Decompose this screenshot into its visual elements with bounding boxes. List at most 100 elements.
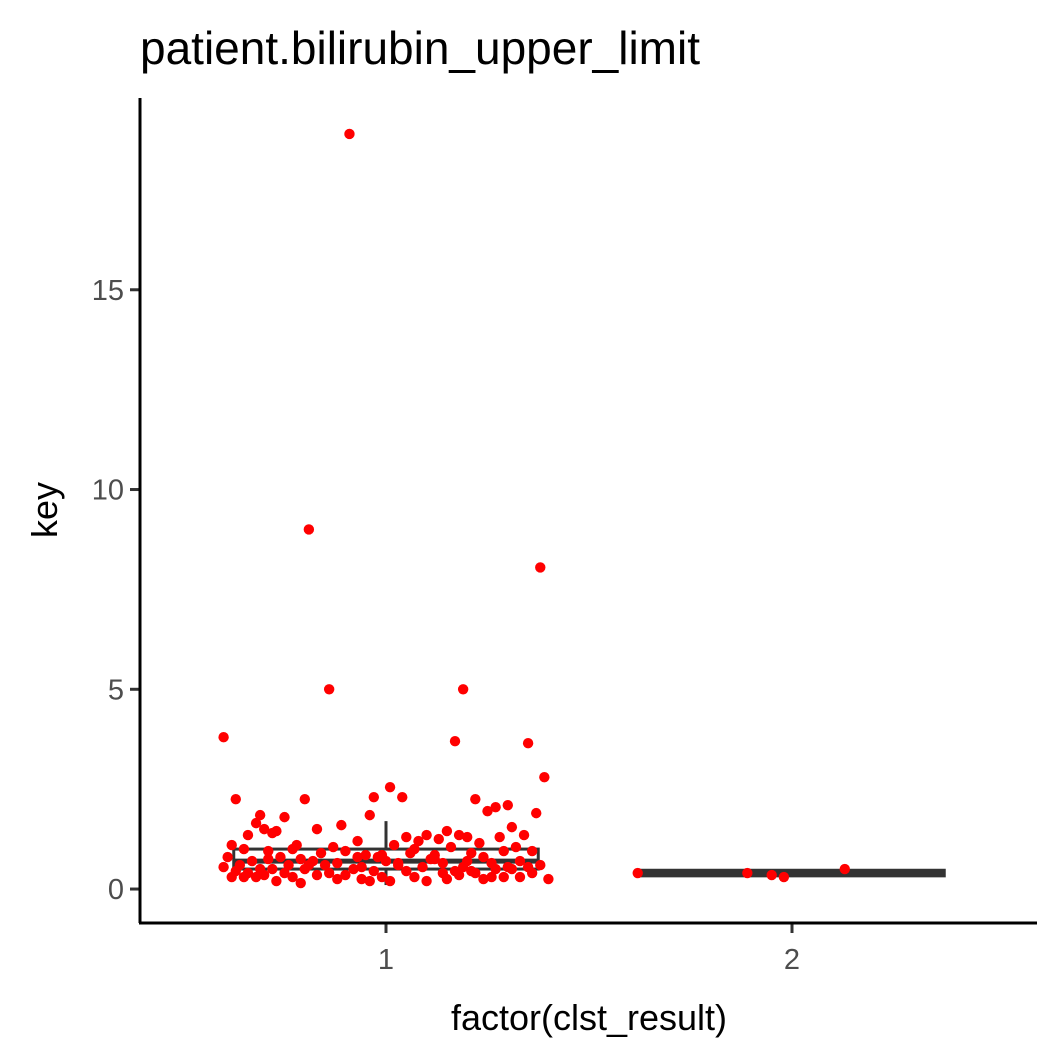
data-point bbox=[421, 875, 432, 887]
data-point bbox=[315, 847, 327, 859]
data-point bbox=[526, 867, 538, 879]
data-point bbox=[453, 829, 465, 841]
data-point bbox=[356, 861, 367, 873]
data-point bbox=[263, 845, 274, 857]
data-point bbox=[470, 793, 481, 805]
data-point bbox=[526, 845, 538, 857]
data-point bbox=[323, 867, 335, 879]
x-tick-label: 2 bbox=[784, 944, 800, 976]
data-point bbox=[283, 859, 294, 871]
data-point bbox=[360, 849, 371, 861]
data-point bbox=[839, 863, 850, 875]
data-point bbox=[384, 781, 396, 793]
data-point bbox=[421, 829, 432, 841]
data-point bbox=[218, 861, 229, 873]
data-point bbox=[295, 853, 306, 865]
data-point bbox=[441, 873, 453, 885]
data-point bbox=[486, 871, 497, 883]
y-tick-label: 10 bbox=[92, 475, 124, 507]
data-point bbox=[372, 851, 384, 863]
data-point bbox=[368, 791, 380, 803]
data-point bbox=[279, 867, 290, 879]
data-point bbox=[449, 736, 461, 747]
data-point bbox=[275, 851, 286, 863]
data-point bbox=[401, 865, 412, 877]
x-tick-label: 1 bbox=[378, 944, 394, 976]
data-point bbox=[328, 841, 339, 853]
data-point bbox=[344, 128, 355, 140]
data-point bbox=[279, 811, 290, 823]
data-point bbox=[340, 869, 351, 881]
data-point bbox=[510, 841, 522, 853]
data-point bbox=[226, 871, 237, 883]
data-point bbox=[226, 839, 237, 851]
data-point bbox=[502, 799, 513, 811]
data-point bbox=[299, 793, 310, 805]
data-point bbox=[518, 829, 530, 841]
data-point bbox=[384, 875, 396, 887]
data-point bbox=[413, 835, 424, 847]
data-point bbox=[401, 831, 412, 843]
data-point bbox=[409, 871, 420, 883]
data-point bbox=[742, 867, 753, 879]
data-point bbox=[494, 831, 505, 843]
data-point bbox=[254, 809, 266, 821]
data-point bbox=[462, 855, 473, 867]
data-point bbox=[498, 871, 509, 883]
data-point bbox=[259, 869, 270, 881]
data-point bbox=[392, 857, 404, 869]
data-point bbox=[364, 809, 375, 821]
data-point bbox=[478, 851, 489, 863]
chart-title: patient.bilirubin_upper_limit bbox=[140, 22, 700, 74]
data-point bbox=[417, 861, 428, 873]
data-point bbox=[267, 863, 278, 875]
data-point bbox=[287, 871, 298, 883]
x-axis-title: factor(clst_result) bbox=[451, 997, 727, 1038]
data-point bbox=[437, 857, 449, 869]
data-point bbox=[271, 875, 282, 887]
data-point bbox=[376, 871, 388, 883]
data-point bbox=[303, 524, 315, 535]
data-point bbox=[397, 791, 408, 803]
data-point bbox=[246, 855, 258, 867]
y-axis-ticks: 0 5 10 15 bbox=[92, 275, 140, 906]
data-point bbox=[332, 857, 343, 869]
data-point bbox=[457, 684, 469, 695]
data-point bbox=[259, 823, 270, 835]
data-point bbox=[336, 819, 347, 831]
data-point bbox=[352, 835, 363, 847]
data-point bbox=[466, 847, 477, 859]
data-point bbox=[543, 873, 554, 885]
data-point bbox=[405, 847, 416, 859]
data-point bbox=[238, 843, 250, 855]
data-point bbox=[470, 867, 481, 879]
data-point bbox=[778, 871, 790, 883]
y-tick-label: 0 bbox=[108, 874, 124, 906]
data-point bbox=[433, 833, 444, 845]
data-point bbox=[441, 825, 453, 837]
data-point bbox=[352, 851, 363, 863]
data-point bbox=[287, 843, 298, 855]
data-point bbox=[490, 801, 501, 813]
data-point bbox=[482, 805, 493, 817]
data-point bbox=[632, 867, 643, 879]
data-point bbox=[319, 859, 331, 871]
data-point bbox=[267, 827, 278, 839]
data-point bbox=[238, 871, 250, 883]
data-point bbox=[388, 839, 400, 851]
data-point bbox=[295, 877, 306, 889]
data-point bbox=[429, 853, 440, 865]
data-point bbox=[364, 875, 375, 887]
data-point bbox=[514, 855, 526, 867]
data-point bbox=[514, 871, 526, 883]
data-points bbox=[218, 128, 850, 889]
data-point bbox=[522, 738, 534, 749]
y-tick-label: 15 bbox=[92, 275, 124, 307]
data-point bbox=[498, 845, 509, 857]
data-point bbox=[462, 831, 473, 843]
data-point bbox=[380, 855, 392, 867]
data-point bbox=[250, 871, 262, 883]
